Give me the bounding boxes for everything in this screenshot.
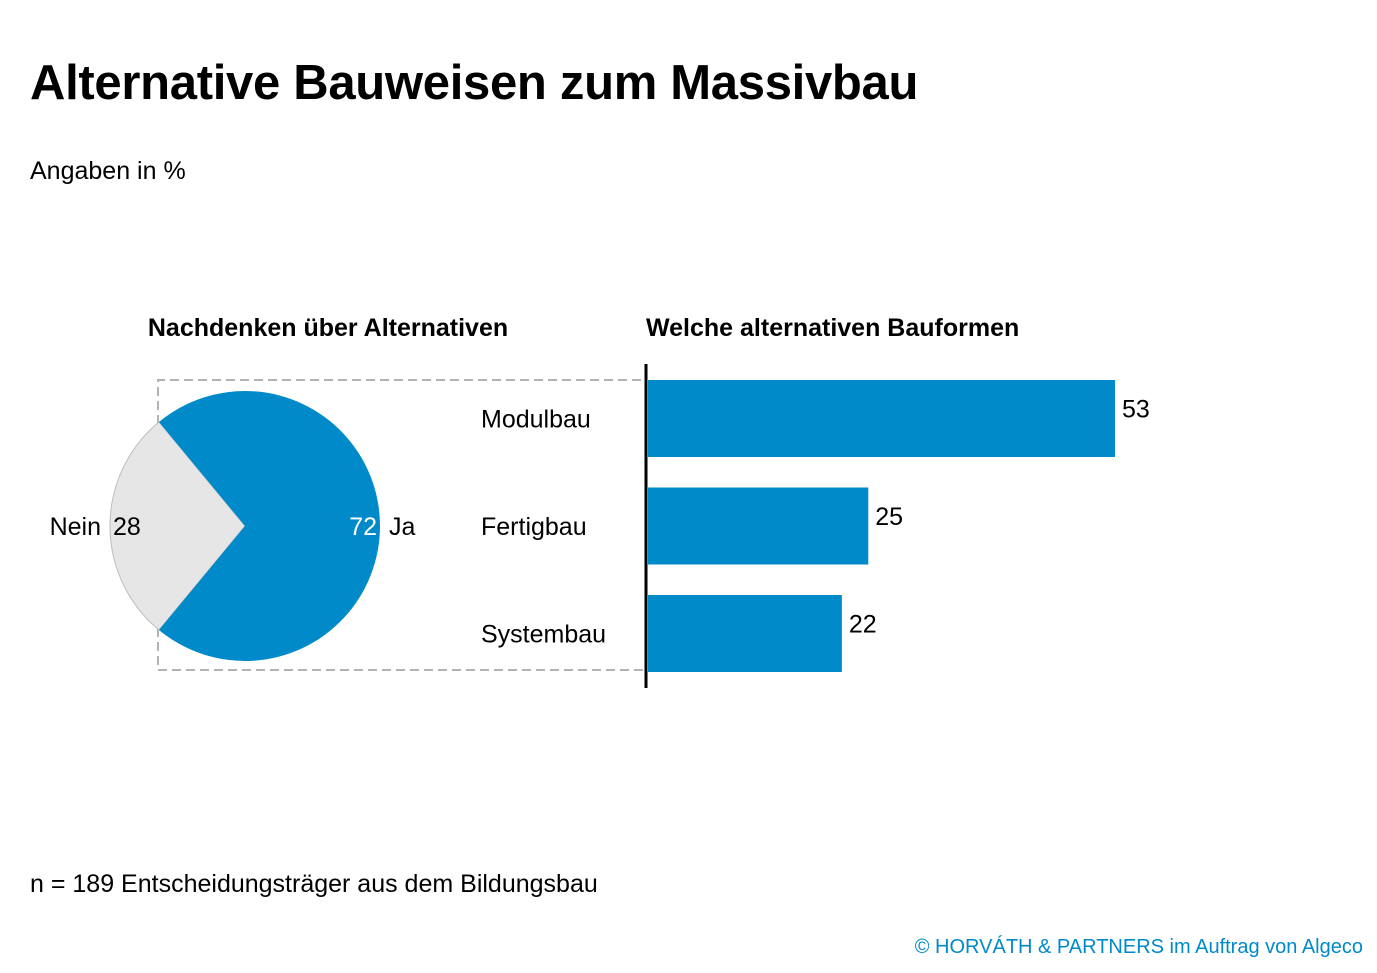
pie-panel-title: Nachdenken über Alternativen	[148, 314, 508, 342]
bar-value-modulbau: 53	[1122, 396, 1150, 424]
bar-panel-title: Welche alternativen Bauformen	[646, 314, 1019, 342]
bar-chart: Modulbau 53 Fertigbau 25 Systembau 22	[481, 380, 1150, 672]
chart-subtitle: Angaben in %	[30, 157, 186, 185]
pie-slice-nein	[109, 421, 246, 631]
sample-size-note: n = 189 Entscheidungsträger aus dem Bild…	[30, 870, 598, 898]
pie-label-nein: Nein	[50, 513, 101, 541]
chart-title: Alternative Bauweisen zum Massivbau	[30, 56, 919, 110]
bar-fertigbau	[648, 487, 869, 565]
bar-category-modulbau: Modulbau	[481, 406, 591, 434]
pie-slice-ja	[158, 390, 380, 661]
bar-value-systembau: 22	[849, 611, 877, 639]
pie-chart: 72 Ja 28 Nein	[50, 390, 416, 661]
connector-frame-top	[157, 379, 646, 424]
bar-systembau	[648, 595, 842, 672]
bar-value-fertigbau: 25	[875, 503, 903, 531]
bar-category-systembau: Systembau	[481, 621, 606, 649]
bar-category-fertigbau: Fertigbau	[481, 513, 587, 541]
source-credit: © HORVÁTH & PARTNERS im Auftrag von Alge…	[914, 936, 1363, 958]
pie-value-ja: 72	[349, 513, 377, 541]
bar-modulbau	[648, 380, 1115, 457]
connector-frame-bottom	[157, 628, 646, 671]
pie-label-ja: Ja	[389, 513, 416, 541]
pie-value-nein: 28	[113, 513, 141, 541]
